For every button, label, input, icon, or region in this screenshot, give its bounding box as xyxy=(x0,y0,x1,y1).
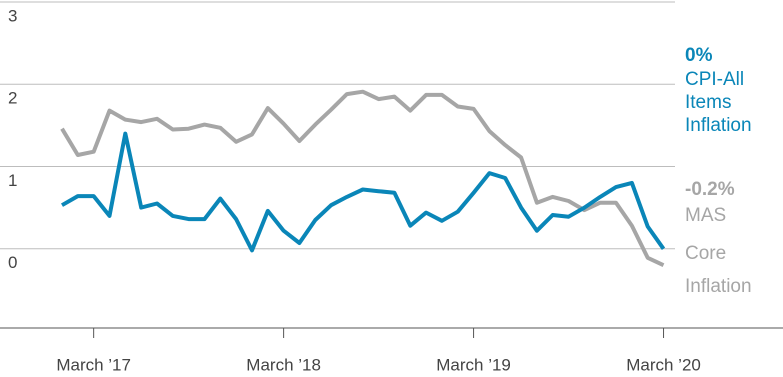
series-name: Inflation xyxy=(685,276,752,297)
series-line xyxy=(61,131,666,253)
series-name: Items xyxy=(685,92,731,113)
y-tick-label: 3 xyxy=(8,6,17,25)
series-name: Inflation xyxy=(685,115,752,136)
series-end-label: 0% xyxy=(685,45,713,66)
x-tick-label: March ’17 xyxy=(56,355,131,374)
series-line xyxy=(60,89,665,268)
x-tick-label: March ’18 xyxy=(246,355,321,374)
series-name: Core xyxy=(685,243,726,264)
x-tick-label: March ’19 xyxy=(436,355,511,374)
y-tick-label: 0 xyxy=(8,253,17,272)
y-tick-label: 1 xyxy=(8,171,17,190)
y-tick-label: 2 xyxy=(8,89,17,108)
series-name: MAS xyxy=(685,205,726,226)
x-tick-label: March ’20 xyxy=(626,355,701,374)
series-end-label: -0.2% xyxy=(685,179,735,200)
series-name: CPI-All xyxy=(685,69,744,90)
